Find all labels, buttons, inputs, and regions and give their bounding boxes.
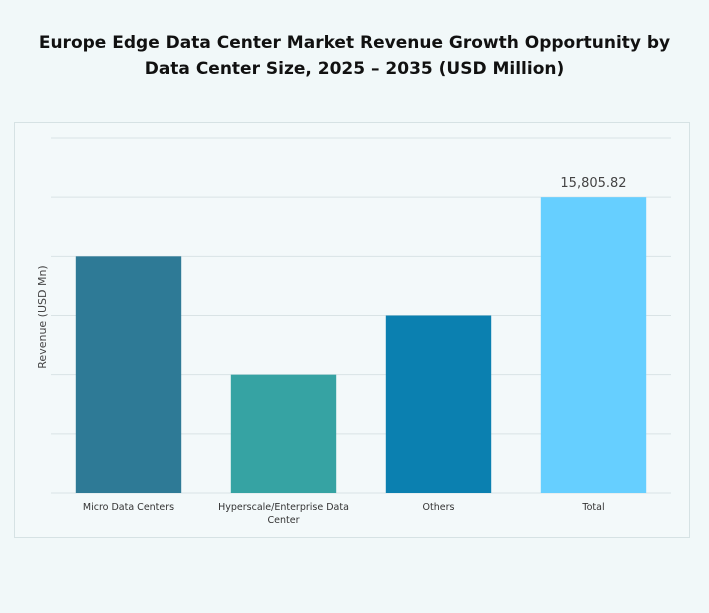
- x-tick-label: Total: [582, 502, 605, 513]
- bar: [230, 374, 337, 493]
- value-label: 15,805.82: [560, 176, 626, 191]
- x-tick-label: Others: [422, 502, 455, 513]
- bar: [540, 197, 647, 493]
- x-tick-label: Hyperscale/Enterprise Data Center: [218, 502, 349, 526]
- x-tick-label: Micro Data Centers: [82, 502, 175, 513]
- bar: [385, 315, 492, 493]
- chart-title: Europe Edge Data Center Market Revenue G…: [38, 33, 671, 79]
- y-axis-label: Revenue (USD Mn): [36, 265, 49, 368]
- bar: [75, 256, 182, 493]
